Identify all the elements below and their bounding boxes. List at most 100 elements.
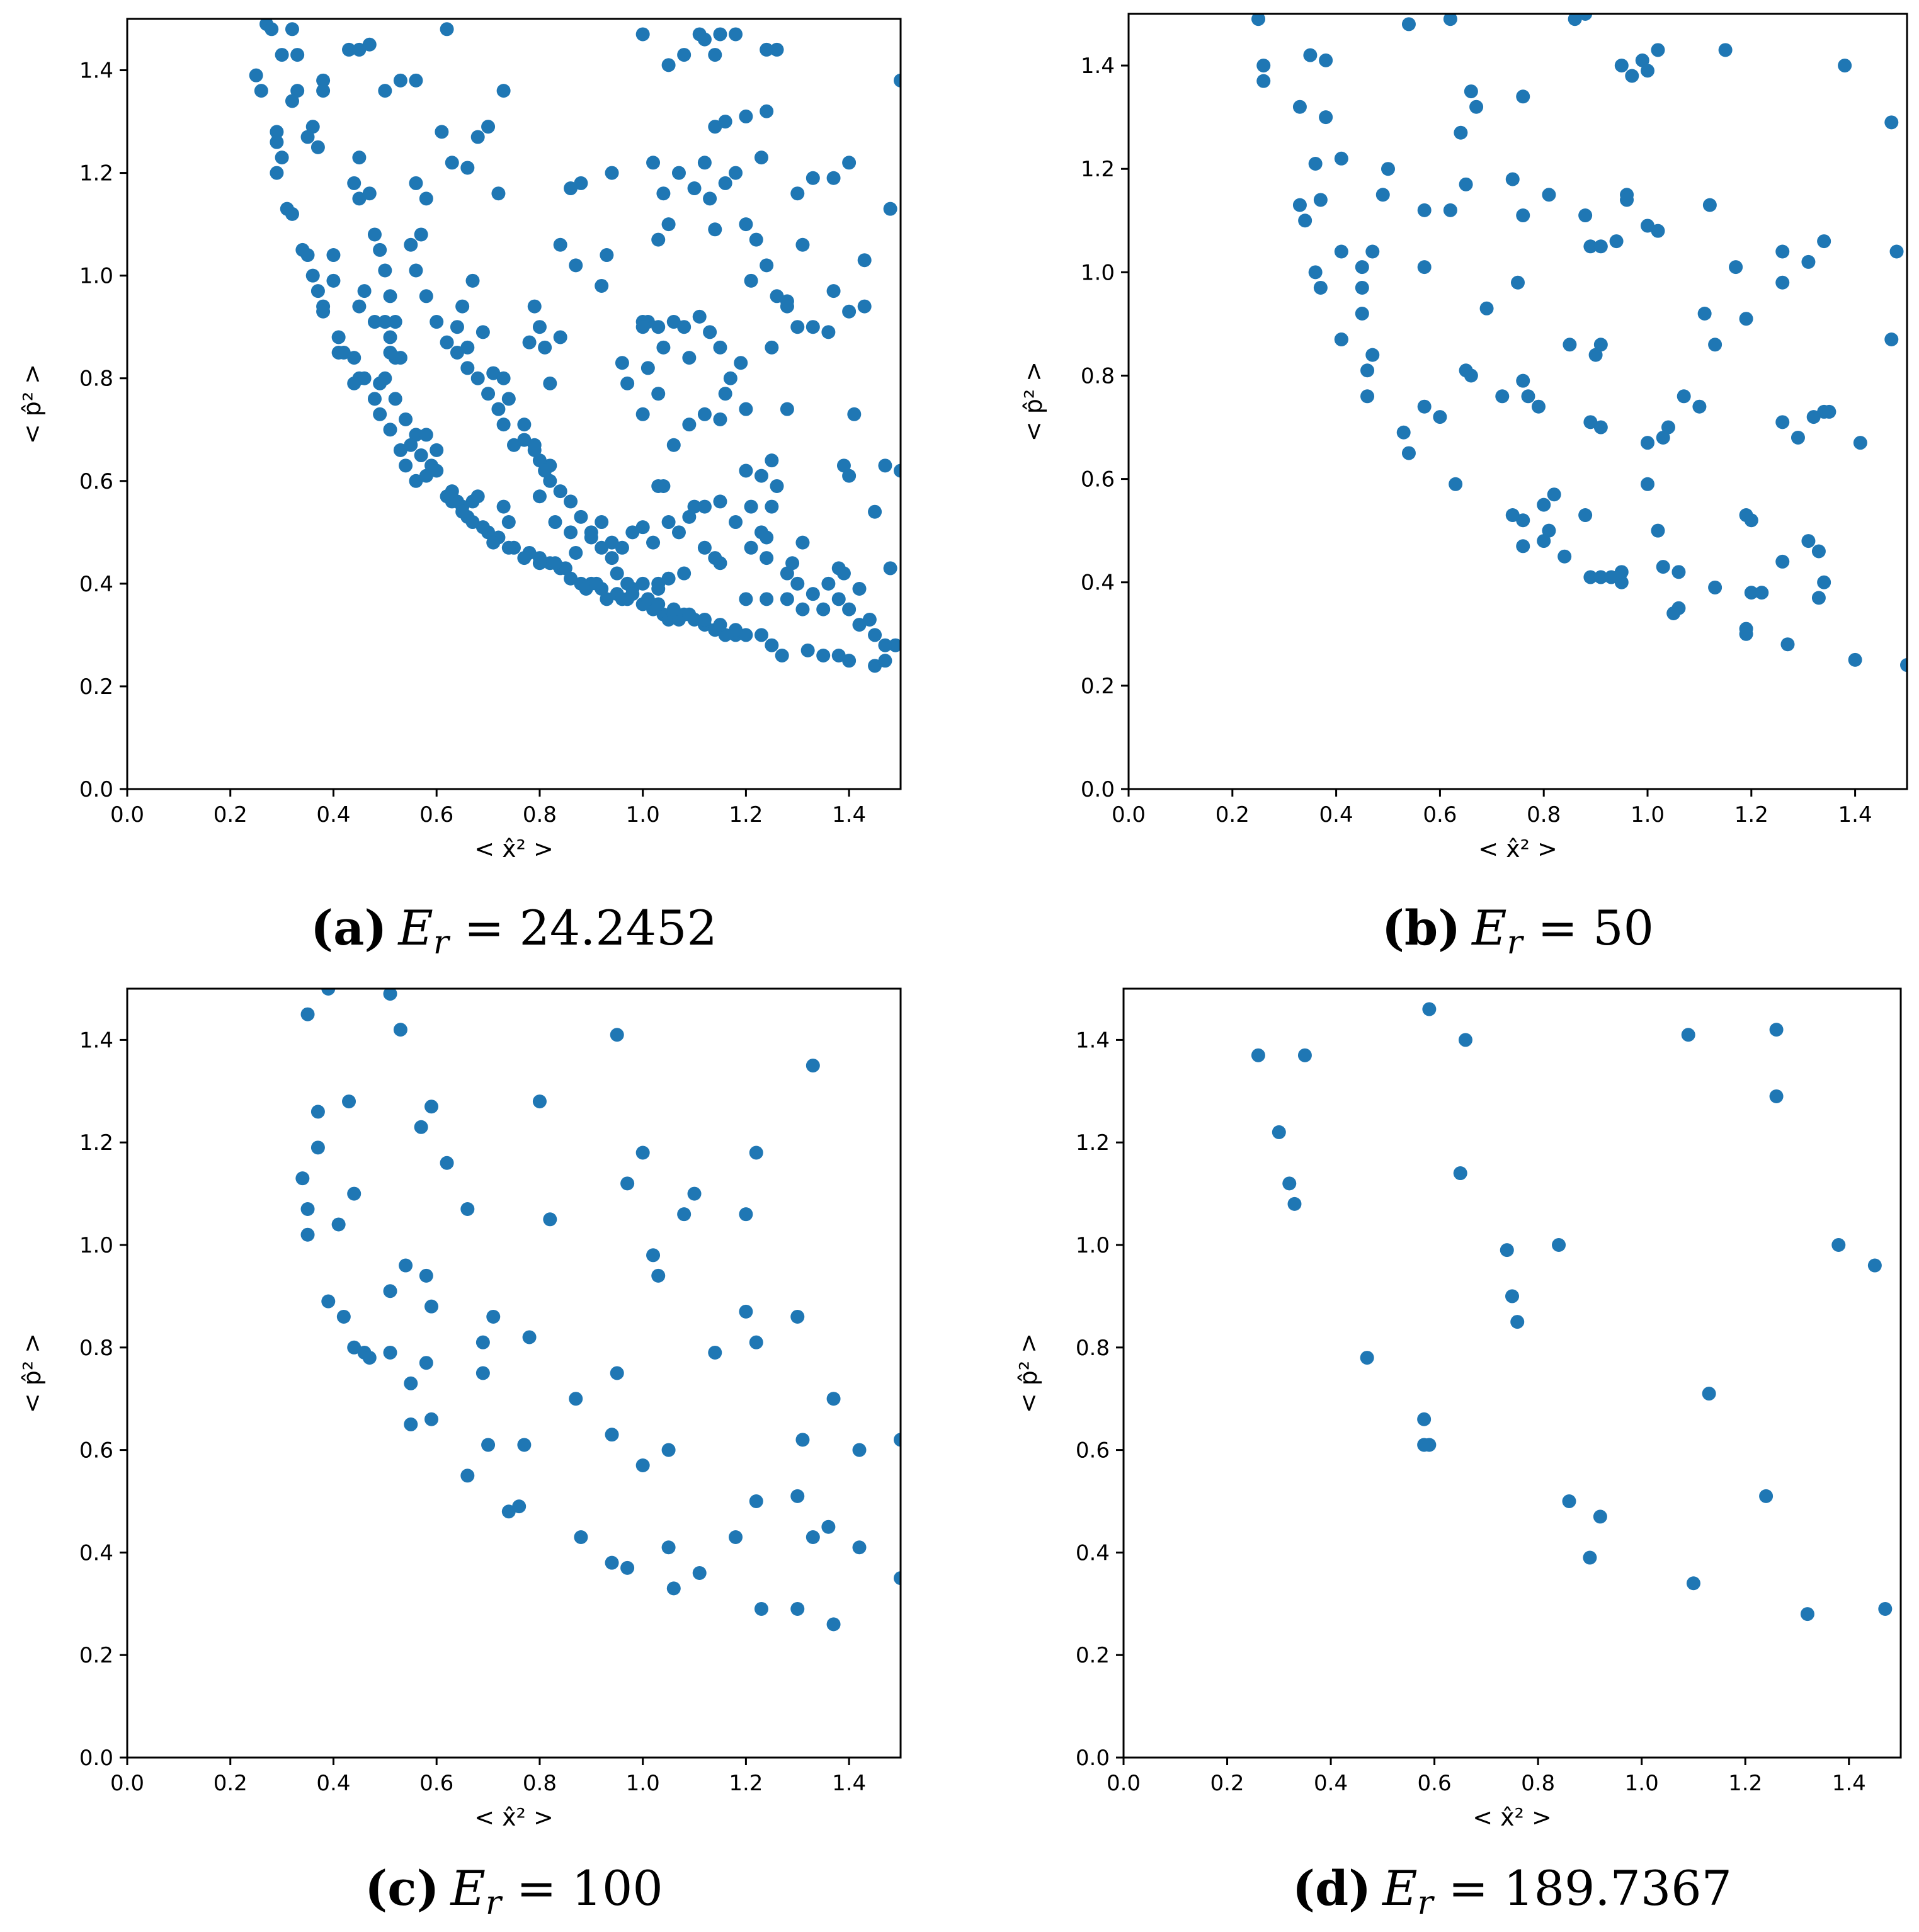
data-point [651,232,666,247]
data-point [795,602,810,617]
data-point [1292,99,1307,114]
data-point [532,556,547,571]
data-point [564,181,578,196]
data-point [894,463,901,478]
data-point [661,1443,676,1457]
x-tick-label: 1.4 [1838,802,1872,827]
data-point [765,340,779,355]
data-point [574,509,588,524]
y-tick-label: 0.0 [1081,777,1115,802]
data-point [373,407,387,421]
x-tick-label: 1.4 [1832,1771,1866,1796]
data-point [615,592,629,606]
data-point [1614,565,1629,579]
data-point [595,540,609,555]
data-point [331,1217,346,1232]
data-point [1443,14,1457,26]
data-point [275,48,289,62]
data-point [682,351,697,365]
data-point [445,156,459,170]
x-tick-label: 0.4 [1314,1771,1348,1796]
data-point [553,484,567,499]
data-point [1806,410,1821,424]
data-point [651,582,666,596]
y-axis-label: < p̂² > [1015,1333,1042,1413]
data-point [399,412,413,426]
data-point [1593,338,1608,352]
data-point [409,176,423,190]
scatter-points [295,989,901,1632]
data-point [254,84,268,98]
data-point [697,407,712,421]
data-point [1666,606,1681,620]
data-point [790,576,805,591]
data-point [831,561,846,576]
data-point [347,1340,362,1355]
data-point [316,73,331,88]
data-point [347,351,362,365]
data-point [795,535,810,550]
data-point [1537,497,1551,512]
data-point [404,1417,418,1431]
data-point [367,315,382,329]
data-point [697,540,712,555]
panel-b: 0.0 0.2 0.4 0.6 0.8 1.0 1.2 1.4 0.0 0.2 0.4 0.6 0.8 1… [1020,13,1908,962]
data-point [770,42,784,57]
y-tick-label: 1.2 [1076,1130,1110,1156]
data-point [651,479,666,493]
data-point [661,571,676,586]
data-point [440,1156,454,1170]
data-point [677,320,692,334]
data-point [1656,560,1670,574]
data-point [419,289,433,304]
data-point [713,412,727,426]
data-point [718,628,732,642]
data-point [852,1540,867,1555]
y-tick-label: 0.8 [1081,363,1115,389]
data-point [697,499,712,514]
data-point [310,284,325,298]
data-point [409,263,423,278]
data-point [697,612,712,627]
data-point [1604,570,1619,584]
data-point [739,1207,753,1222]
data-point [765,638,779,652]
data-point [1334,332,1348,347]
data-point [1365,244,1380,259]
data-point [1479,301,1494,315]
panel-c: 0.0 0.2 0.4 0.6 0.8 1.0 1.2 1.4 0.0 0.2 0.4 0.6 0.8 1… [18,987,902,1922]
data-point [321,1294,336,1309]
data-point [842,156,857,170]
data-point [393,1023,407,1037]
data-point [1686,1576,1700,1591]
data-point [1292,198,1307,212]
x-tick-label: 1.0 [626,1771,660,1796]
data-point [620,1560,635,1575]
y-tick-label: 0.6 [1081,467,1115,492]
data-point [1511,275,1525,290]
data-point [754,469,768,483]
x-tick-label: 0.2 [1210,1771,1244,1796]
data-point [708,48,722,62]
data-point [1744,586,1758,600]
data-point [310,1140,325,1155]
x-tick-label: 0.0 [110,1771,144,1796]
data-point [527,299,542,314]
data-point [414,227,428,242]
data-point [635,1145,650,1160]
data-point [1614,59,1629,73]
y-tick-label: 0.8 [79,367,113,392]
data-point [440,22,454,37]
data-point [780,299,794,314]
data-point [465,515,480,530]
data-point [780,566,794,581]
data-point [831,592,846,606]
data-point [300,1007,315,1021]
data-point [765,453,779,468]
data-point [553,237,567,252]
data-point [852,582,867,596]
caption-value: = 100 [516,1860,663,1916]
data-point [826,171,841,185]
data-point [677,48,692,62]
data-point [760,258,774,273]
